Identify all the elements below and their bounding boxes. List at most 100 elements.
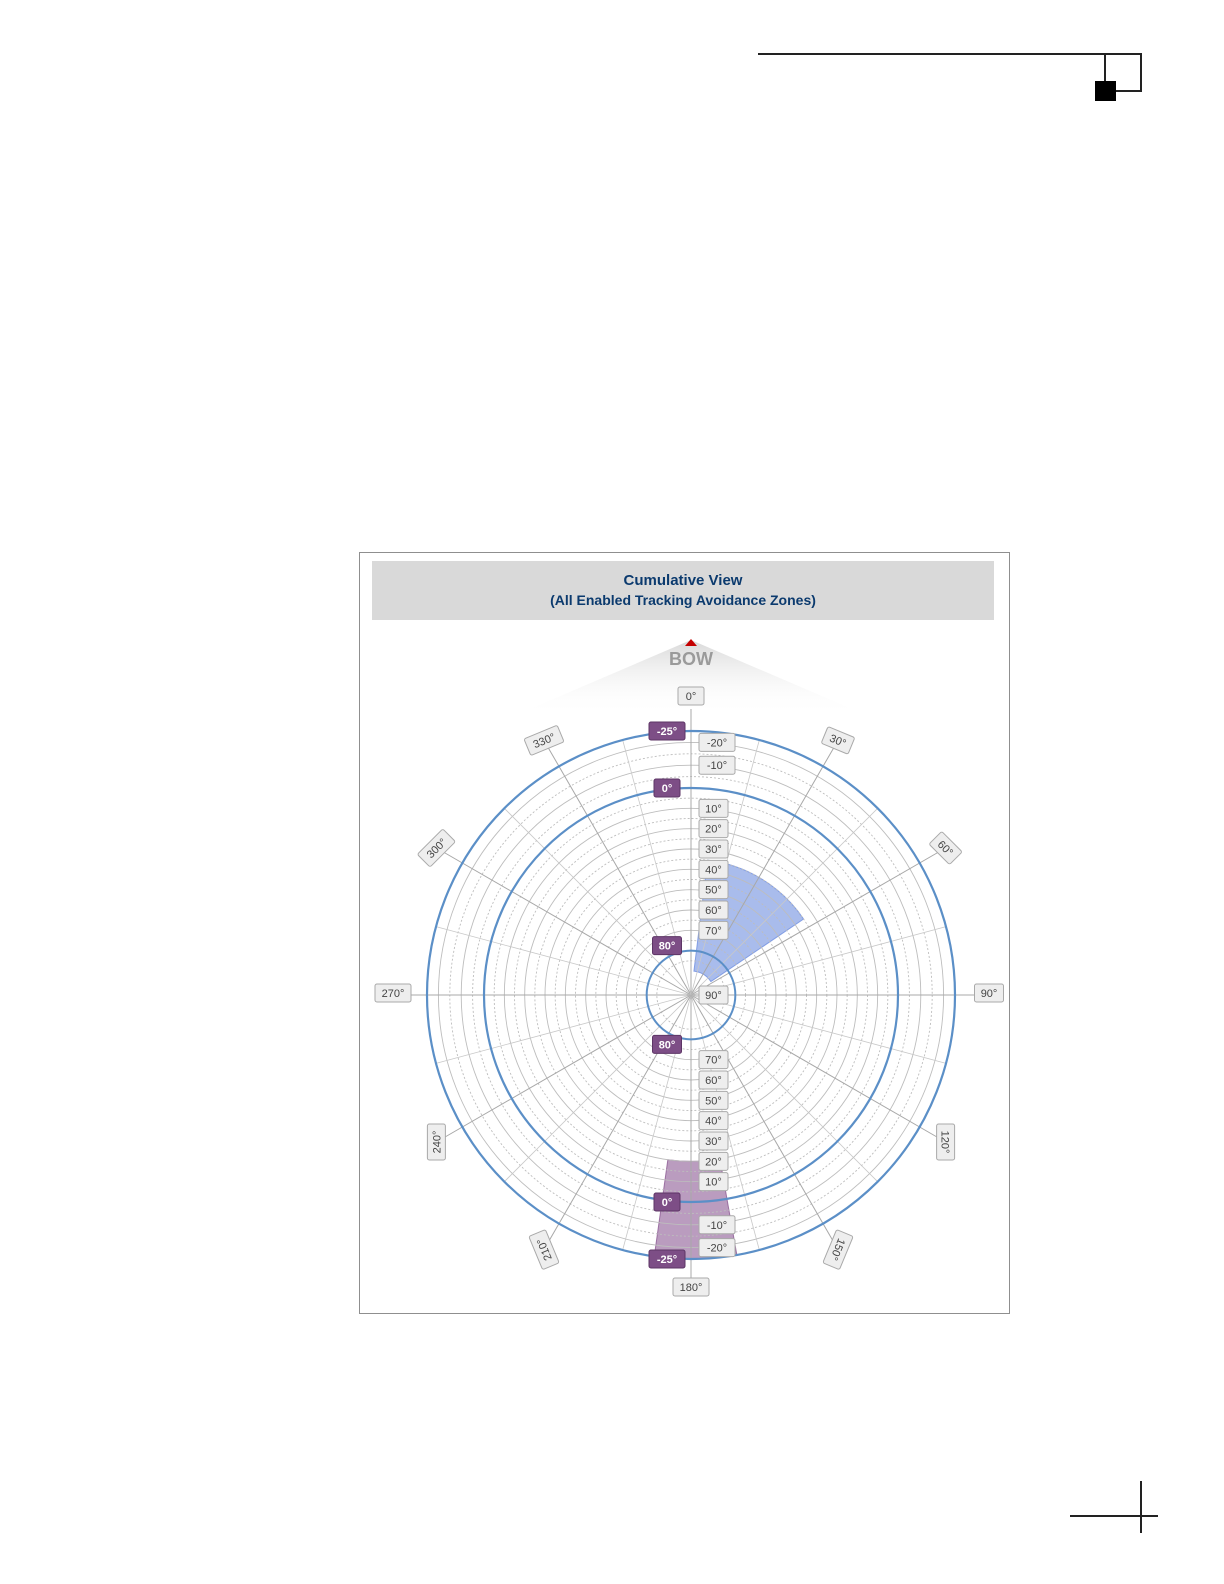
elevation-scale-label-tag: -10° — [698, 1215, 736, 1235]
azimuth-label-tag: 300° — [417, 829, 456, 867]
azimuth-spoke — [504, 808, 692, 996]
elevation-scale-label-tag-box — [698, 1070, 729, 1090]
elevation-scale-label-tag: 10° — [698, 798, 729, 818]
elevation-scale-label-tag-box — [698, 859, 729, 879]
elevation-scale-label-tag-box — [698, 1151, 729, 1171]
elevation-scale-label-tag: 20° — [698, 1151, 729, 1171]
azimuth-label: 0° — [686, 691, 697, 703]
elevation-scale-label-tag: 50° — [698, 880, 729, 900]
elevation-scale-label: 20° — [705, 824, 722, 836]
elevation-scale-label-tag: 60° — [698, 900, 729, 920]
elevation-scale-label-tag-box — [698, 839, 729, 859]
azimuth-label: 240° — [431, 1131, 443, 1154]
bow-label: BOW — [669, 649, 713, 669]
elevation-scale-label-tag: 30° — [698, 1131, 729, 1151]
azimuth-label-tag-box — [936, 1123, 956, 1161]
azimuth-label-tag: 30° — [821, 726, 855, 755]
azimuth-label-tag-box — [524, 725, 564, 756]
azimuth-spoke — [690, 994, 939, 1139]
azimuth-label-tag: 180° — [672, 1277, 710, 1297]
azimuth-label-tag-box — [974, 983, 1004, 1003]
elevation-scale-label: -10° — [707, 1220, 727, 1232]
azimuth-label: 180° — [680, 1282, 703, 1294]
azimuth-spoke — [622, 739, 692, 996]
elevation-scale-label: 50° — [705, 885, 722, 897]
azimuth-label-tag: 150° — [822, 1229, 854, 1270]
elevation-scale-label: 30° — [705, 1136, 722, 1148]
azimuth-label-tag: 120° — [936, 1123, 956, 1161]
bow-marker-icon — [685, 639, 697, 646]
elevation-scale-label-tag-box — [698, 1172, 729, 1192]
azimuth-label: 120° — [939, 1131, 951, 1154]
elevation-limit-label: 80° — [659, 941, 676, 953]
elevation-limit-label-tag: -25° — [648, 721, 686, 741]
azimuth-label-tag-box — [374, 983, 412, 1003]
azimuth-spoke — [690, 747, 835, 996]
azimuth-spoke — [504, 994, 692, 1182]
elevation-limit-label: -25° — [657, 1254, 677, 1266]
crop-mark-horizontal — [1070, 1515, 1158, 1517]
azimuth-label-tag-box — [672, 1277, 710, 1297]
azimuth-spoke — [690, 994, 947, 1064]
azimuth-spoke — [690, 851, 939, 996]
elevation-limit-label: 0° — [662, 783, 673, 795]
elevation-scale-label-tag-box — [698, 900, 729, 920]
azimuth-label-tag-box — [528, 1229, 560, 1270]
azimuth-label-tag: 90° — [974, 983, 1004, 1003]
elevation-limit-label-tag: 80° — [652, 936, 682, 956]
elevation-scale-label: 50° — [705, 1095, 722, 1107]
elevation-scale-label: 70° — [705, 925, 722, 937]
elevation-limit-ring — [645, 949, 737, 1041]
elevation-scale-label-tag: 70° — [698, 920, 729, 940]
page-corner-box — [1104, 53, 1142, 92]
elevation-scale-label-tag-box — [698, 1090, 729, 1110]
elevation-limit-label-tag-box — [653, 1192, 681, 1212]
elevation-limit-label-tag-box — [648, 721, 686, 741]
elevation-scale-label: 40° — [705, 864, 722, 876]
elevation-scale-label-tag-box — [698, 880, 729, 900]
elevation-scale-label-tag: -20° — [698, 732, 736, 752]
azimuth-spoke — [690, 994, 835, 1243]
elevation-limit-label-tag: 0° — [653, 1192, 681, 1212]
elevation-scale-label: 60° — [705, 1075, 722, 1087]
azimuth-label-tag-box — [822, 1229, 854, 1270]
elevation-scale-label: 10° — [705, 803, 722, 815]
azimuth-label-tag-box — [417, 829, 456, 867]
elevation-scale-label: 10° — [705, 1177, 722, 1189]
elevation-scale-label-tag-box — [698, 1215, 736, 1235]
elevation-scale-label: -20° — [707, 737, 727, 749]
panel-subtitle: (All Enabled Tracking Avoidance Zones) — [550, 592, 816, 608]
azimuth-label-tag-box — [821, 726, 855, 755]
panel-title-bar: Cumulative View (All Enabled Tracking Av… — [372, 561, 994, 620]
elevation-limit-ring — [425, 729, 957, 1261]
elevation-scale-label: 90° — [705, 990, 722, 1002]
elevation-scale-label-tag: -10° — [698, 755, 736, 775]
azimuth-label-tag: 330° — [524, 725, 564, 756]
elevation-limit-label-tag-box — [652, 936, 682, 956]
elevation-scale-label-tag: 70° — [698, 1050, 729, 1070]
elevation-scale-label-tag: 60° — [698, 1070, 729, 1090]
azimuth-label: 30° — [828, 733, 848, 750]
azimuth-label-tag: 210° — [528, 1229, 560, 1270]
elevation-scale-label: 20° — [705, 1156, 722, 1168]
bow-wedge — [516, 640, 866, 715]
azimuth-label-tag: 240° — [426, 1123, 446, 1161]
azimuth-label: 270° — [382, 988, 405, 1000]
elevation-scale-label-tag: 30° — [698, 839, 729, 859]
elevation-scale-label-tag: 90° — [698, 985, 729, 1005]
elevation-limit-label-tag: 0° — [653, 778, 681, 798]
elevation-scale-label-tag: 10° — [698, 1172, 729, 1192]
elevation-limit-ring — [482, 786, 900, 1204]
elevation-scale-label-tag-box — [698, 920, 729, 940]
elevation-limit-label-tag-box — [648, 1249, 686, 1269]
cumulative-view-panel: Cumulative View (All Enabled Tracking Av… — [359, 552, 1010, 1314]
elevation-scale-label: -10° — [707, 760, 727, 772]
elevation-scale-label: 40° — [705, 1116, 722, 1128]
elevation-scale-label-tag: 40° — [698, 1111, 729, 1131]
elevation-scale-label-tag: 20° — [698, 819, 729, 839]
elevation-scale-label: 70° — [705, 1055, 722, 1067]
elevation-scale-label-tag-box — [698, 985, 729, 1005]
polar-tracking-chart: BOW 0° 30° 60° 90° 120° 150° 180° 210° 240° 270° 3… — [374, 639, 1004, 1297]
azimuth-label: 90° — [981, 988, 998, 1000]
elevation-scale-label: 60° — [705, 905, 722, 917]
